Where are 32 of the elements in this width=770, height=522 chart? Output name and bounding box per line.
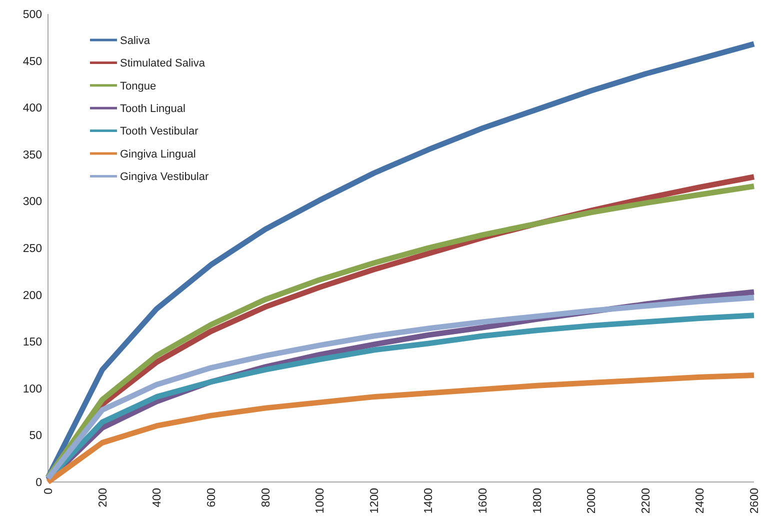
legend-label: Tongue (120, 80, 156, 92)
y-tick-label: 250 (22, 243, 42, 256)
y-tick-label: 450 (22, 56, 42, 68)
x-tick-label: 2000 (586, 488, 598, 514)
legend-label: Tooth Vestibular (120, 126, 199, 138)
y-tick-label: 200 (22, 290, 42, 302)
y-tick-label: 300 (22, 196, 42, 208)
y-tick-label: 50 (29, 430, 42, 442)
y-tick-label: 350 (22, 149, 42, 162)
legend-label: Stimulated Saliva (120, 58, 206, 70)
y-tick-label: 0 (36, 477, 42, 490)
legend-label: Gingiva Lingual (120, 148, 196, 160)
x-tick-label: 2400 (694, 488, 707, 514)
y-tick-label: 500 (22, 9, 42, 22)
x-tick-label: 2200 (640, 488, 652, 514)
y-tick-label: 400 (22, 102, 42, 115)
x-tick-label: 1000 (314, 488, 327, 514)
y-tick-label: 150 (22, 336, 42, 349)
x-tick-label: 1600 (477, 488, 490, 514)
legend-label: Tooth Lingual (120, 102, 186, 115)
x-tick-label: 1800 (532, 488, 544, 514)
x-tick-label: 0 (43, 488, 56, 494)
legend-label: Gingiva Vestibular (120, 171, 209, 184)
y-tick-label: 100 (22, 383, 42, 396)
x-tick-label: 1400 (423, 488, 436, 514)
x-tick-label: 1200 (368, 488, 381, 514)
x-tick-label: 2600 (749, 488, 762, 514)
legend-label: Saliva (120, 34, 151, 47)
x-tick-label: 200 (97, 488, 110, 508)
x-tick-label: 600 (206, 488, 218, 508)
x-tick-label: 800 (260, 488, 272, 508)
x-tick-label: 400 (152, 488, 164, 508)
